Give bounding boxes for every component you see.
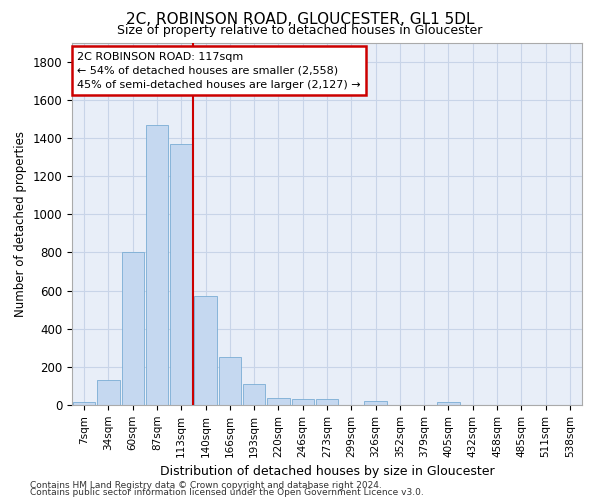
Text: 2C, ROBINSON ROAD, GLOUCESTER, GL1 5DL: 2C, ROBINSON ROAD, GLOUCESTER, GL1 5DL xyxy=(126,12,474,28)
Text: Size of property relative to detached houses in Gloucester: Size of property relative to detached ho… xyxy=(118,24,482,37)
Bar xyxy=(316,400,338,405)
Bar xyxy=(292,400,314,405)
Bar xyxy=(97,380,119,405)
Text: 2C ROBINSON ROAD: 117sqm
← 54% of detached houses are smaller (2,558)
45% of sem: 2C ROBINSON ROAD: 117sqm ← 54% of detach… xyxy=(77,52,361,90)
Bar xyxy=(146,124,168,405)
X-axis label: Distribution of detached houses by size in Gloucester: Distribution of detached houses by size … xyxy=(160,465,494,478)
Bar xyxy=(218,358,241,405)
Text: Contains HM Land Registry data © Crown copyright and database right 2024.: Contains HM Land Registry data © Crown c… xyxy=(30,480,382,490)
Bar xyxy=(437,402,460,405)
Y-axis label: Number of detached properties: Number of detached properties xyxy=(14,130,27,317)
Bar xyxy=(267,398,290,405)
Bar xyxy=(364,401,387,405)
Bar xyxy=(73,402,95,405)
Bar xyxy=(170,144,193,405)
Bar xyxy=(243,384,265,405)
Bar xyxy=(194,296,217,405)
Bar xyxy=(122,252,144,405)
Text: Contains public sector information licensed under the Open Government Licence v3: Contains public sector information licen… xyxy=(30,488,424,497)
